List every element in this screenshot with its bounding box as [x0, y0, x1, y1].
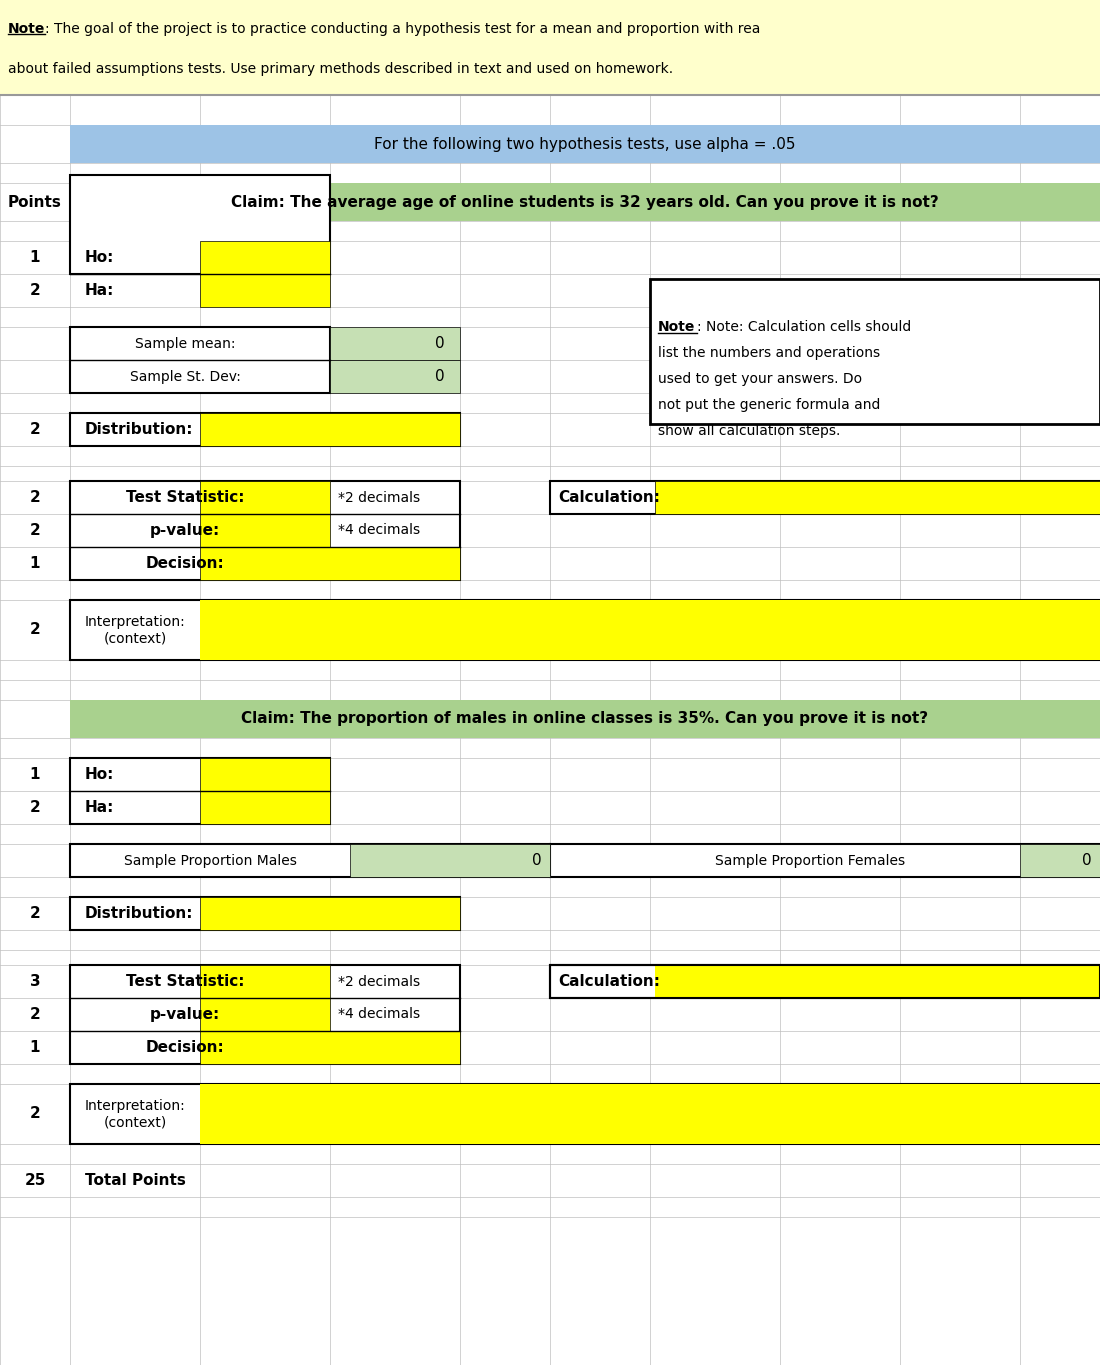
- Text: *2 decimals: *2 decimals: [338, 490, 420, 505]
- Text: 0: 0: [436, 336, 446, 351]
- FancyBboxPatch shape: [70, 126, 1100, 162]
- Text: list the numbers and operations: list the numbers and operations: [658, 345, 880, 360]
- Text: Note: Note: [658, 319, 695, 334]
- Text: : Note: Calculation cells should: : Note: Calculation cells should: [697, 319, 911, 334]
- FancyBboxPatch shape: [0, 0, 1100, 96]
- FancyBboxPatch shape: [200, 414, 460, 446]
- FancyBboxPatch shape: [200, 515, 330, 547]
- Text: Note: Note: [8, 22, 45, 35]
- Text: 1: 1: [30, 767, 41, 782]
- Text: p-value:: p-value:: [150, 1007, 220, 1022]
- Text: Test Statistic:: Test Statistic:: [125, 490, 244, 505]
- FancyBboxPatch shape: [654, 965, 1100, 998]
- Text: Calculation:: Calculation:: [558, 490, 660, 505]
- Text: Claim: The average age of online students is 32 years old. Can you prove it is n: Claim: The average age of online student…: [231, 194, 939, 209]
- FancyBboxPatch shape: [70, 965, 460, 1063]
- Text: Interpretation:
(context): Interpretation: (context): [85, 614, 186, 646]
- Text: : The goal of the project is to practice conducting a hypothesis test for a mean: : The goal of the project is to practice…: [45, 22, 760, 35]
- FancyBboxPatch shape: [70, 601, 1100, 661]
- FancyBboxPatch shape: [200, 601, 1100, 661]
- FancyBboxPatch shape: [200, 965, 330, 998]
- FancyBboxPatch shape: [200, 480, 330, 515]
- Text: 2: 2: [30, 1007, 41, 1022]
- Text: about failed assumptions tests. Use primary methods described in text and used o: about failed assumptions tests. Use prim…: [8, 61, 673, 76]
- Text: Ho:: Ho:: [85, 250, 114, 265]
- Text: Ha:: Ha:: [85, 283, 114, 298]
- Text: 1: 1: [30, 556, 41, 571]
- FancyBboxPatch shape: [70, 700, 1100, 738]
- Text: *4 decimals: *4 decimals: [338, 524, 420, 538]
- Text: 2: 2: [30, 422, 41, 437]
- FancyBboxPatch shape: [70, 328, 330, 393]
- FancyBboxPatch shape: [330, 360, 460, 393]
- FancyBboxPatch shape: [200, 547, 460, 580]
- FancyBboxPatch shape: [200, 758, 330, 790]
- Text: Total Points: Total Points: [85, 1173, 186, 1188]
- Text: 2: 2: [30, 283, 41, 298]
- Text: 0: 0: [436, 369, 446, 384]
- Text: 3: 3: [30, 975, 41, 990]
- FancyBboxPatch shape: [650, 278, 1100, 425]
- Text: used to get your answers. Do: used to get your answers. Do: [658, 373, 862, 386]
- FancyBboxPatch shape: [70, 897, 460, 930]
- FancyBboxPatch shape: [350, 844, 550, 876]
- FancyBboxPatch shape: [200, 897, 460, 930]
- Text: Sample St. Dev:: Sample St. Dev:: [130, 370, 241, 384]
- Text: 2: 2: [30, 622, 41, 637]
- Text: 2: 2: [30, 490, 41, 505]
- Text: Calculation:: Calculation:: [558, 975, 660, 990]
- Text: Sample Proportion Females: Sample Proportion Females: [715, 853, 905, 868]
- Text: *4 decimals: *4 decimals: [338, 1007, 420, 1021]
- FancyBboxPatch shape: [70, 1084, 1100, 1144]
- FancyBboxPatch shape: [200, 242, 330, 274]
- Text: 2: 2: [30, 800, 41, 815]
- Text: Sample mean:: Sample mean:: [134, 337, 235, 351]
- Text: show all calculation steps.: show all calculation steps.: [658, 425, 840, 438]
- FancyBboxPatch shape: [200, 274, 330, 307]
- Text: Ha:: Ha:: [85, 800, 114, 815]
- FancyBboxPatch shape: [200, 998, 330, 1031]
- Text: Ho:: Ho:: [85, 767, 114, 782]
- Text: not put the generic formula and: not put the generic formula and: [658, 399, 880, 412]
- FancyBboxPatch shape: [1020, 844, 1100, 876]
- FancyBboxPatch shape: [654, 480, 1100, 515]
- Text: 0: 0: [532, 853, 542, 868]
- Text: Sample Proportion Males: Sample Proportion Males: [123, 853, 296, 868]
- Text: 2: 2: [30, 906, 41, 921]
- Text: 1: 1: [30, 1040, 41, 1055]
- FancyBboxPatch shape: [550, 844, 1100, 876]
- Text: *2 decimals: *2 decimals: [338, 975, 420, 988]
- FancyBboxPatch shape: [70, 414, 460, 446]
- Text: 0: 0: [1082, 853, 1092, 868]
- Text: 1: 1: [30, 250, 41, 265]
- FancyBboxPatch shape: [200, 1084, 1100, 1144]
- Text: Distribution:: Distribution:: [85, 906, 194, 921]
- FancyBboxPatch shape: [330, 328, 460, 360]
- FancyBboxPatch shape: [70, 183, 1100, 221]
- FancyBboxPatch shape: [70, 175, 330, 274]
- Text: 25: 25: [24, 1173, 46, 1188]
- Text: p-value:: p-value:: [150, 523, 220, 538]
- FancyBboxPatch shape: [70, 758, 330, 824]
- FancyBboxPatch shape: [70, 480, 460, 580]
- FancyBboxPatch shape: [200, 1031, 460, 1063]
- Text: Decision:: Decision:: [145, 556, 224, 571]
- Text: Distribution:: Distribution:: [85, 422, 194, 437]
- Text: Test Statistic:: Test Statistic:: [125, 975, 244, 990]
- FancyBboxPatch shape: [70, 844, 550, 876]
- Text: 2: 2: [30, 523, 41, 538]
- FancyBboxPatch shape: [550, 965, 1100, 998]
- Text: Points: Points: [8, 194, 62, 209]
- Text: Interpretation:
(context): Interpretation: (context): [85, 1099, 186, 1129]
- Text: Claim: The proportion of males in online classes is 35%. Can you prove it is not: Claim: The proportion of males in online…: [241, 711, 928, 726]
- Text: Decision:: Decision:: [145, 1040, 224, 1055]
- FancyBboxPatch shape: [200, 790, 330, 824]
- Text: 2: 2: [30, 1107, 41, 1122]
- FancyBboxPatch shape: [550, 480, 1100, 515]
- Text: For the following two hypothesis tests, use alpha = .05: For the following two hypothesis tests, …: [374, 136, 795, 152]
